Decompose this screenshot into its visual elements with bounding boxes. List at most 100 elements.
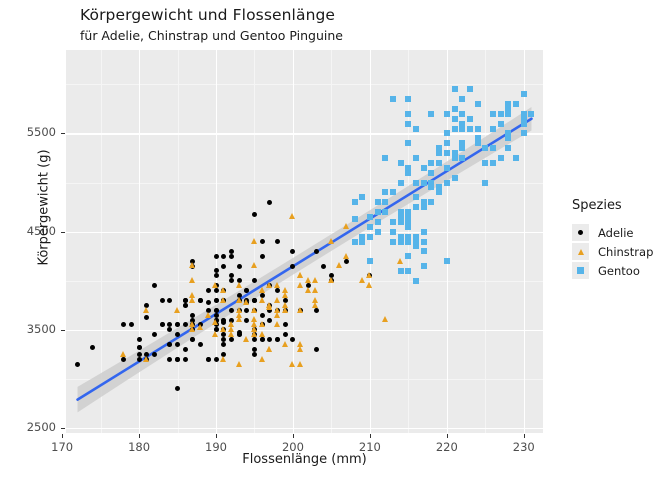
data-point-chinstrap [212, 318, 219, 325]
data-point-adelie [190, 317, 196, 323]
data-point-gentoo [443, 140, 450, 147]
data-point-chinstrap [381, 316, 388, 323]
gridline-minor-horizontal [66, 182, 543, 184]
data-point-gentoo [413, 243, 420, 250]
data-point-gentoo [405, 218, 412, 225]
data-point-adelie [290, 337, 296, 343]
data-point-adelie [228, 307, 234, 313]
data-point-gentoo [436, 184, 443, 191]
y-tick-label: 3500 [26, 321, 56, 336]
data-point-adelie [244, 288, 250, 294]
data-point-gentoo [413, 277, 420, 284]
data-point-gentoo [443, 179, 450, 186]
data-point-gentoo [405, 223, 412, 230]
data-point-gentoo [397, 218, 404, 225]
data-point-chinstrap [250, 306, 257, 313]
data-point-gentoo [459, 125, 466, 132]
legend-glyph [577, 248, 584, 255]
data-point-gentoo [466, 115, 473, 122]
data-point-chinstrap [273, 321, 280, 328]
legend-item-label: Adelie [598, 225, 634, 240]
legend-items: Adelie Chinstrap Gentoo [572, 223, 668, 280]
data-point-gentoo [405, 233, 412, 240]
data-point-gentoo [428, 110, 435, 117]
data-point-adelie [182, 347, 188, 353]
data-point-adelie [267, 307, 273, 313]
data-point-gentoo [420, 199, 427, 206]
data-point-adelie [236, 278, 242, 284]
data-point-gentoo [389, 238, 396, 245]
data-point-gentoo [436, 189, 443, 196]
data-point-adelie [244, 307, 250, 313]
data-point-adelie [190, 337, 196, 343]
data-point-chinstrap [220, 296, 227, 303]
data-point-chinstrap [312, 277, 319, 284]
data-point-adelie [167, 327, 173, 333]
data-point-chinstrap [281, 306, 288, 313]
data-point-gentoo [482, 179, 489, 186]
data-point-adelie [128, 322, 134, 328]
data-point-adelie [182, 297, 188, 303]
data-point-gentoo [451, 86, 458, 93]
x-tick-mark [446, 434, 448, 438]
y-tick-mark [61, 329, 65, 331]
data-point-adelie [244, 317, 250, 323]
legend-title: Spezies [572, 198, 622, 213]
data-point-gentoo [474, 140, 481, 147]
data-point-chinstrap [297, 272, 304, 279]
data-point-gentoo [474, 125, 481, 132]
data-point-gentoo [359, 238, 366, 245]
data-point-gentoo [366, 223, 373, 230]
legend-item-adelie[interactable]: Adelie [572, 223, 668, 242]
data-point-gentoo [382, 155, 389, 162]
data-point-chinstrap [258, 331, 265, 338]
data-point-chinstrap [173, 306, 180, 313]
data-point-adelie [144, 351, 150, 357]
data-point-gentoo [489, 110, 496, 117]
data-point-gentoo [351, 199, 358, 206]
data-point-adelie [182, 322, 188, 328]
data-point-chinstrap [189, 291, 196, 298]
data-point-adelie [313, 248, 319, 254]
data-point-chinstrap [243, 299, 250, 306]
data-point-adelie [213, 297, 219, 303]
data-point-chinstrap [327, 237, 334, 244]
legend-key-circle-icon [572, 224, 589, 241]
legend-item-gentoo[interactable]: Gentoo [572, 261, 668, 280]
data-point-adelie [321, 263, 327, 269]
data-point-chinstrap [289, 213, 296, 220]
data-point-chinstrap [212, 331, 219, 338]
data-point-gentoo [489, 125, 496, 132]
data-point-gentoo [443, 130, 450, 137]
regression-fit [76, 106, 533, 413]
legend-item-chinstrap[interactable]: Chinstrap [572, 242, 668, 261]
data-point-adelie [159, 297, 165, 303]
gridline-major-vertical [292, 50, 295, 433]
data-point-gentoo [374, 228, 381, 235]
data-point-adelie [190, 258, 196, 264]
data-point-adelie [282, 297, 288, 303]
data-point-adelie [236, 293, 242, 298]
data-point-gentoo [520, 91, 527, 98]
data-point-adelie [182, 356, 188, 362]
data-point-chinstrap [258, 287, 265, 293]
data-point-adelie [136, 337, 142, 343]
data-point-adelie [251, 347, 257, 353]
gridline-major-horizontal [66, 428, 543, 430]
data-point-gentoo [420, 238, 427, 245]
data-point-adelie [221, 337, 227, 343]
data-point-adelie [213, 356, 219, 362]
data-point-adelie [175, 322, 181, 328]
data-point-gentoo [443, 258, 450, 265]
data-point-gentoo [389, 189, 396, 196]
legend-item-label: Chinstrap [598, 244, 654, 259]
data-point-gentoo [443, 110, 450, 117]
data-point-gentoo [405, 169, 412, 176]
data-point-gentoo [382, 209, 389, 216]
data-point-adelie [267, 199, 273, 205]
data-point-adelie [213, 253, 219, 259]
data-point-gentoo [405, 267, 412, 274]
data-point-gentoo [451, 125, 458, 132]
gridline-minor-horizontal [66, 84, 543, 85]
data-point-adelie [221, 351, 227, 357]
